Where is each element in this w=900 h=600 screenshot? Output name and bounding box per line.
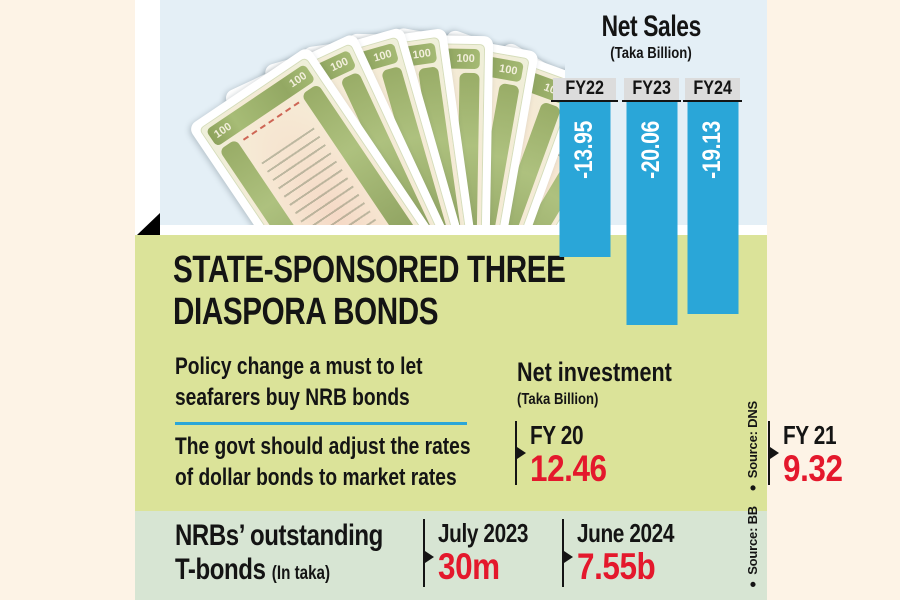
- fy23-bar: -20.06: [626, 102, 677, 325]
- tbonds-heading-line1: NRBs’ outstanding: [175, 519, 383, 552]
- stat-divider-line: [515, 421, 526, 485]
- fy21-value: 9.32: [783, 448, 843, 489]
- tbonds-panel: NRBs’ outstanding T-bonds (In taka) July…: [135, 506, 767, 600]
- column-underline: [551, 100, 618, 102]
- note-denomination: 100: [287, 69, 310, 91]
- heading-line1: STATE-SPONSORED THREE: [173, 249, 566, 291]
- net-sales-column-fy23: FY23 -20.06: [622, 78, 681, 325]
- tbonds-heading-line2: T-bonds: [175, 553, 266, 586]
- arrow-right-icon: [425, 551, 434, 563]
- bullet-icon: ●: [746, 481, 760, 495]
- arrow-right-icon: [564, 551, 573, 563]
- note-denomination: 100: [456, 52, 475, 65]
- tbonds-june-2024: June 2024 7.55b: [562, 519, 698, 587]
- june-2024-label: June 2024: [577, 518, 674, 548]
- net-sales-chart-title: Net Sales (Taka Billion): [553, 10, 749, 63]
- note-denomination: 100: [212, 120, 234, 141]
- stat-divider-line: [423, 519, 434, 587]
- net-sales-column-fy24: FY24 -19.13: [683, 78, 742, 314]
- divider-line-blue: [175, 422, 467, 425]
- stat-divider-line: [768, 421, 779, 485]
- main-panel: STATE-SPONSORED THREE DIASPORA BONDS Pol…: [135, 235, 843, 511]
- fy24-bar-value: -19.13: [698, 121, 726, 179]
- fy22-header: FY22: [553, 78, 616, 100]
- banknote-top-band: 100 100: [205, 63, 316, 147]
- net-investment-heading: Net investment (Taka Billion): [517, 357, 711, 409]
- corner-fold-triangle: [137, 213, 160, 235]
- stat-divider-line: [562, 519, 573, 587]
- fy22-bar-value: -13.95: [570, 121, 598, 179]
- tbonds-heading-note: (In taka): [271, 563, 331, 584]
- point-1: Policy change a must to let seafarers bu…: [175, 353, 423, 411]
- note-denomination: 100: [372, 47, 394, 65]
- point-2: The govt should adjust the rates of doll…: [175, 433, 471, 491]
- note-denomination: 100: [498, 62, 519, 78]
- column-underline: [683, 100, 742, 102]
- net-investment-title: Net investment: [517, 357, 672, 387]
- fy23-header: FY23: [624, 78, 679, 100]
- tbonds-july-2023: July 2023 30m: [423, 519, 551, 587]
- source-bb: ● Source: BB: [745, 505, 760, 592]
- column-underline: [622, 100, 681, 102]
- note-denomination: 100: [328, 55, 351, 75]
- chart-unit: (Taka Billion): [610, 45, 692, 62]
- fy22-bar: -13.95: [559, 102, 610, 257]
- panel-heading: STATE-SPONSORED THREE DIASPORA BONDS: [173, 249, 566, 333]
- source-dns: ● Source: DNS: [745, 400, 760, 496]
- fy23-bar-value: -20.06: [637, 121, 665, 179]
- arrow-right-icon: [770, 447, 779, 459]
- note-denomination: 100: [411, 47, 432, 62]
- net-sales-column-fy22: FY22 -13.95: [551, 78, 618, 257]
- fy20-value: 12.46: [530, 448, 607, 489]
- arrow-right-icon: [517, 447, 526, 459]
- fy20-label: FY 20: [530, 420, 584, 450]
- july-2023-value: 30m: [438, 546, 500, 587]
- tbonds-heading: NRBs’ outstanding T-bonds (In taka): [175, 519, 383, 591]
- net-investment-unit: (Taka Billion): [517, 391, 599, 408]
- july-2023-label: July 2023: [438, 518, 529, 548]
- banknote-fan: 100 100 100 100 100 1: [160, 0, 565, 225]
- net-investment-fy20: FY 20 12.46: [515, 421, 620, 487]
- fy24-bar: -19.13: [687, 102, 738, 314]
- fy24-header: FY24: [685, 78, 740, 100]
- heading-line2: DIASPORA BONDS: [173, 291, 439, 333]
- chart-title: Net Sales: [601, 10, 701, 43]
- net-investment-fy21: FY 21 9.32: [768, 421, 853, 487]
- fy21-label: FY 21: [783, 420, 837, 450]
- june-2024-value: 7.55b: [577, 546, 656, 587]
- bullet-icon: ●: [746, 578, 760, 592]
